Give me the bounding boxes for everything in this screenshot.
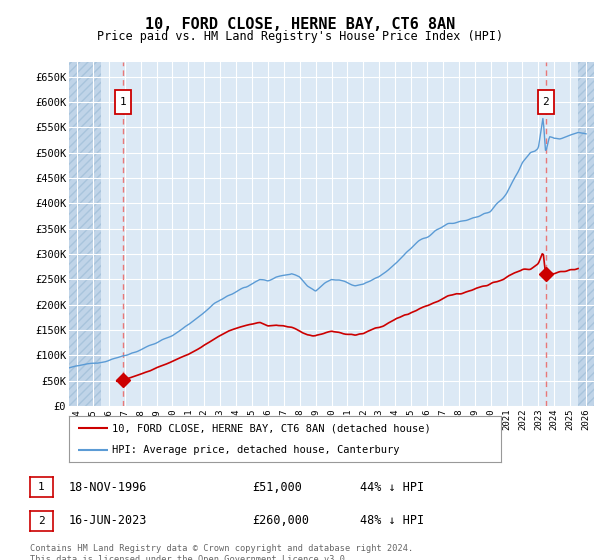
Bar [69, 62, 101, 406]
Text: 16-JUN-2023: 16-JUN-2023 [69, 514, 148, 528]
Text: HPI: Average price, detached house, Canterbury: HPI: Average price, detached house, Cant… [112, 445, 400, 455]
FancyBboxPatch shape [115, 90, 131, 114]
Text: 1: 1 [38, 482, 45, 492]
Text: 10, FORD CLOSE, HERNE BAY, CT6 8AN: 10, FORD CLOSE, HERNE BAY, CT6 8AN [145, 17, 455, 31]
Text: 48% ↓ HPI: 48% ↓ HPI [360, 514, 424, 528]
Text: £260,000: £260,000 [252, 514, 309, 528]
Bar [578, 62, 594, 406]
Text: 1: 1 [119, 97, 126, 107]
Text: 44% ↓ HPI: 44% ↓ HPI [360, 480, 424, 494]
Text: £51,000: £51,000 [252, 480, 302, 494]
Text: 2: 2 [38, 516, 45, 526]
FancyBboxPatch shape [538, 90, 554, 114]
Text: 18-NOV-1996: 18-NOV-1996 [69, 480, 148, 494]
Text: 10, FORD CLOSE, HERNE BAY, CT6 8AN (detached house): 10, FORD CLOSE, HERNE BAY, CT6 8AN (deta… [112, 423, 431, 433]
Text: 2: 2 [542, 97, 549, 107]
Text: Contains HM Land Registry data © Crown copyright and database right 2024.
This d: Contains HM Land Registry data © Crown c… [30, 544, 413, 560]
Text: Price paid vs. HM Land Registry's House Price Index (HPI): Price paid vs. HM Land Registry's House … [97, 30, 503, 43]
